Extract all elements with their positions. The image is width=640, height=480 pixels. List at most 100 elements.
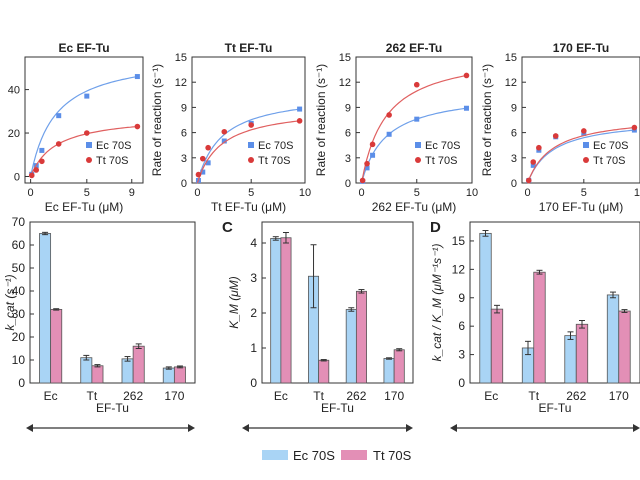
arrow-head-right — [188, 424, 195, 432]
y-tick-label: 40 — [12, 284, 26, 298]
bar-tt-70s — [533, 271, 546, 384]
panel-title: Ec EF-Tu — [58, 41, 109, 55]
bar-tt-70s — [355, 290, 367, 384]
bar-panel-2: C 0 1 2 3 4 Ec Tt 262 170 K_M (μM) EF-Tu — [222, 219, 414, 432]
y-tick-label: 0 — [14, 171, 20, 183]
arrow-head-left — [242, 424, 249, 432]
y-tick-label: 15 — [452, 234, 466, 248]
plot-frame — [261, 221, 414, 384]
x-tick-label: 10 — [299, 187, 311, 199]
y-tick-label: 20 — [8, 128, 20, 140]
bar-tt-70s — [132, 345, 145, 384]
x-tick-label: 5 — [581, 187, 587, 199]
x-tick-label: 170 — [609, 389, 629, 403]
y-tick-label: 15 — [175, 52, 187, 64]
y-axis-label: K_M (μM) — [227, 276, 241, 329]
y-axis-label: k_cat / K_M (μM⁻¹s⁻¹) — [430, 244, 444, 362]
y-tick-label: 9 — [458, 291, 465, 305]
data-point-tt — [248, 122, 254, 128]
arrow-head-right — [633, 424, 640, 432]
y-axis-label: k_cat (s⁻¹) — [3, 274, 17, 330]
x-tick-label: 10 — [466, 187, 478, 199]
scatter-panel-2: Tt EF-Tu 0 3 6 9 12 15 0 5 10 Tt EF-Tu (μM) Rate of… — [150, 41, 311, 214]
x-tick-label: 262 — [123, 389, 143, 403]
data-point-tt — [413, 81, 420, 88]
data-point-ec — [56, 113, 62, 119]
data-point-ec — [364, 165, 370, 171]
y-tick-label: 50 — [12, 261, 26, 275]
data-point-ec — [386, 131, 392, 137]
data-point-tt — [55, 141, 62, 147]
y-axis-label: Rate of reaction (s⁻¹) — [480, 64, 494, 176]
legend-marker-ec — [415, 142, 421, 148]
legend-marker-tt — [415, 157, 421, 163]
data-point-tt — [581, 128, 587, 134]
data-point-ec — [414, 116, 420, 122]
y-tick-label: 0 — [511, 178, 517, 190]
bar-ec-70s — [345, 309, 357, 384]
y-tick-label: 3 — [250, 271, 257, 285]
legend-label-ec: Ec 70S — [96, 140, 131, 152]
x-tick-label: Ec — [274, 389, 288, 403]
plot-frame — [355, 56, 473, 184]
x-tick-label: 10 — [634, 187, 640, 199]
legend-label-tt: Tt 70S — [593, 155, 625, 167]
data-point-tt — [364, 160, 370, 167]
data-point-tt — [84, 130, 90, 136]
data-point-tt — [134, 123, 141, 130]
x-axis-label: EF-Tu — [96, 401, 129, 415]
data-point-tt — [205, 144, 211, 151]
x-tick-label: 170 — [164, 389, 184, 403]
data-point-tt — [631, 124, 638, 131]
bar-tt-70s — [280, 237, 292, 384]
bar-ec-70s — [606, 294, 620, 384]
data-point-tt — [552, 133, 559, 139]
y-tick-label: 40 — [8, 85, 20, 97]
fit-curve-tt — [196, 120, 301, 184]
data-point-tt — [525, 177, 532, 184]
fit-curve-ec — [30, 75, 139, 177]
y-tick-label: 20 — [12, 330, 26, 344]
bar-ec-70s — [479, 232, 492, 384]
y-tick-label: 12 — [505, 77, 517, 89]
y-tick-label: 4 — [250, 236, 257, 250]
plot-frame — [469, 221, 640, 384]
bar-panel-1: 0 10 20 30 40 50 60 70 Ec Tt 262 170 k_cat (s⁻¹) EF-T… — [3, 215, 196, 432]
y-tick-label: 3 — [345, 153, 351, 165]
legend-label-ec: Ec 70S — [258, 140, 293, 152]
legend-label-tt: Tt 70S — [258, 155, 290, 167]
legend-label-ec: Ec 70S — [293, 448, 335, 463]
bar-tt-70s — [318, 359, 330, 384]
bottom-legend: Ec 70S Tt 70S — [262, 448, 412, 463]
legend-marker-ec — [583, 142, 589, 148]
y-tick-label: 6 — [511, 128, 517, 140]
x-tick-label: 9 — [129, 187, 135, 199]
data-point-ec — [530, 162, 536, 168]
bar-ec-70s — [162, 367, 175, 384]
y-tick-label: 2 — [250, 306, 257, 320]
y-tick-label: 9 — [511, 102, 517, 114]
arrow-head-right — [406, 424, 413, 432]
x-tick-label: 0 — [358, 187, 364, 199]
x-tick-label: 262 — [346, 389, 366, 403]
x-tick-label: 0 — [194, 187, 200, 199]
scatter-panel-4: 170 EF-Tu 0 3 6 9 12 15 0 5 10 170 EF-Tu (μM) Rate … — [480, 41, 640, 214]
legend-label-tt: Tt 70S — [373, 448, 412, 463]
panel-title: 262 EF-Tu — [386, 41, 442, 55]
x-tick-label: Tt — [528, 389, 539, 403]
y-tick-label: 9 — [181, 102, 187, 114]
data-point-tt — [359, 177, 366, 184]
legend-label-tt: Tt 70S — [425, 155, 457, 167]
legend-swatch-tt — [341, 450, 367, 460]
y-axis-label: Rate of reaction (s⁻¹) — [150, 64, 164, 176]
plot-frame — [521, 56, 640, 184]
y-tick-label: 70 — [12, 215, 26, 229]
data-point-tt — [28, 172, 35, 179]
x-tick-label: 0 — [525, 187, 531, 199]
plot-frame — [191, 56, 306, 184]
data-point-tt — [33, 167, 40, 173]
legend-marker-ec — [86, 142, 92, 148]
data-point-tt — [221, 128, 228, 135]
y-tick-label: 6 — [345, 128, 351, 140]
